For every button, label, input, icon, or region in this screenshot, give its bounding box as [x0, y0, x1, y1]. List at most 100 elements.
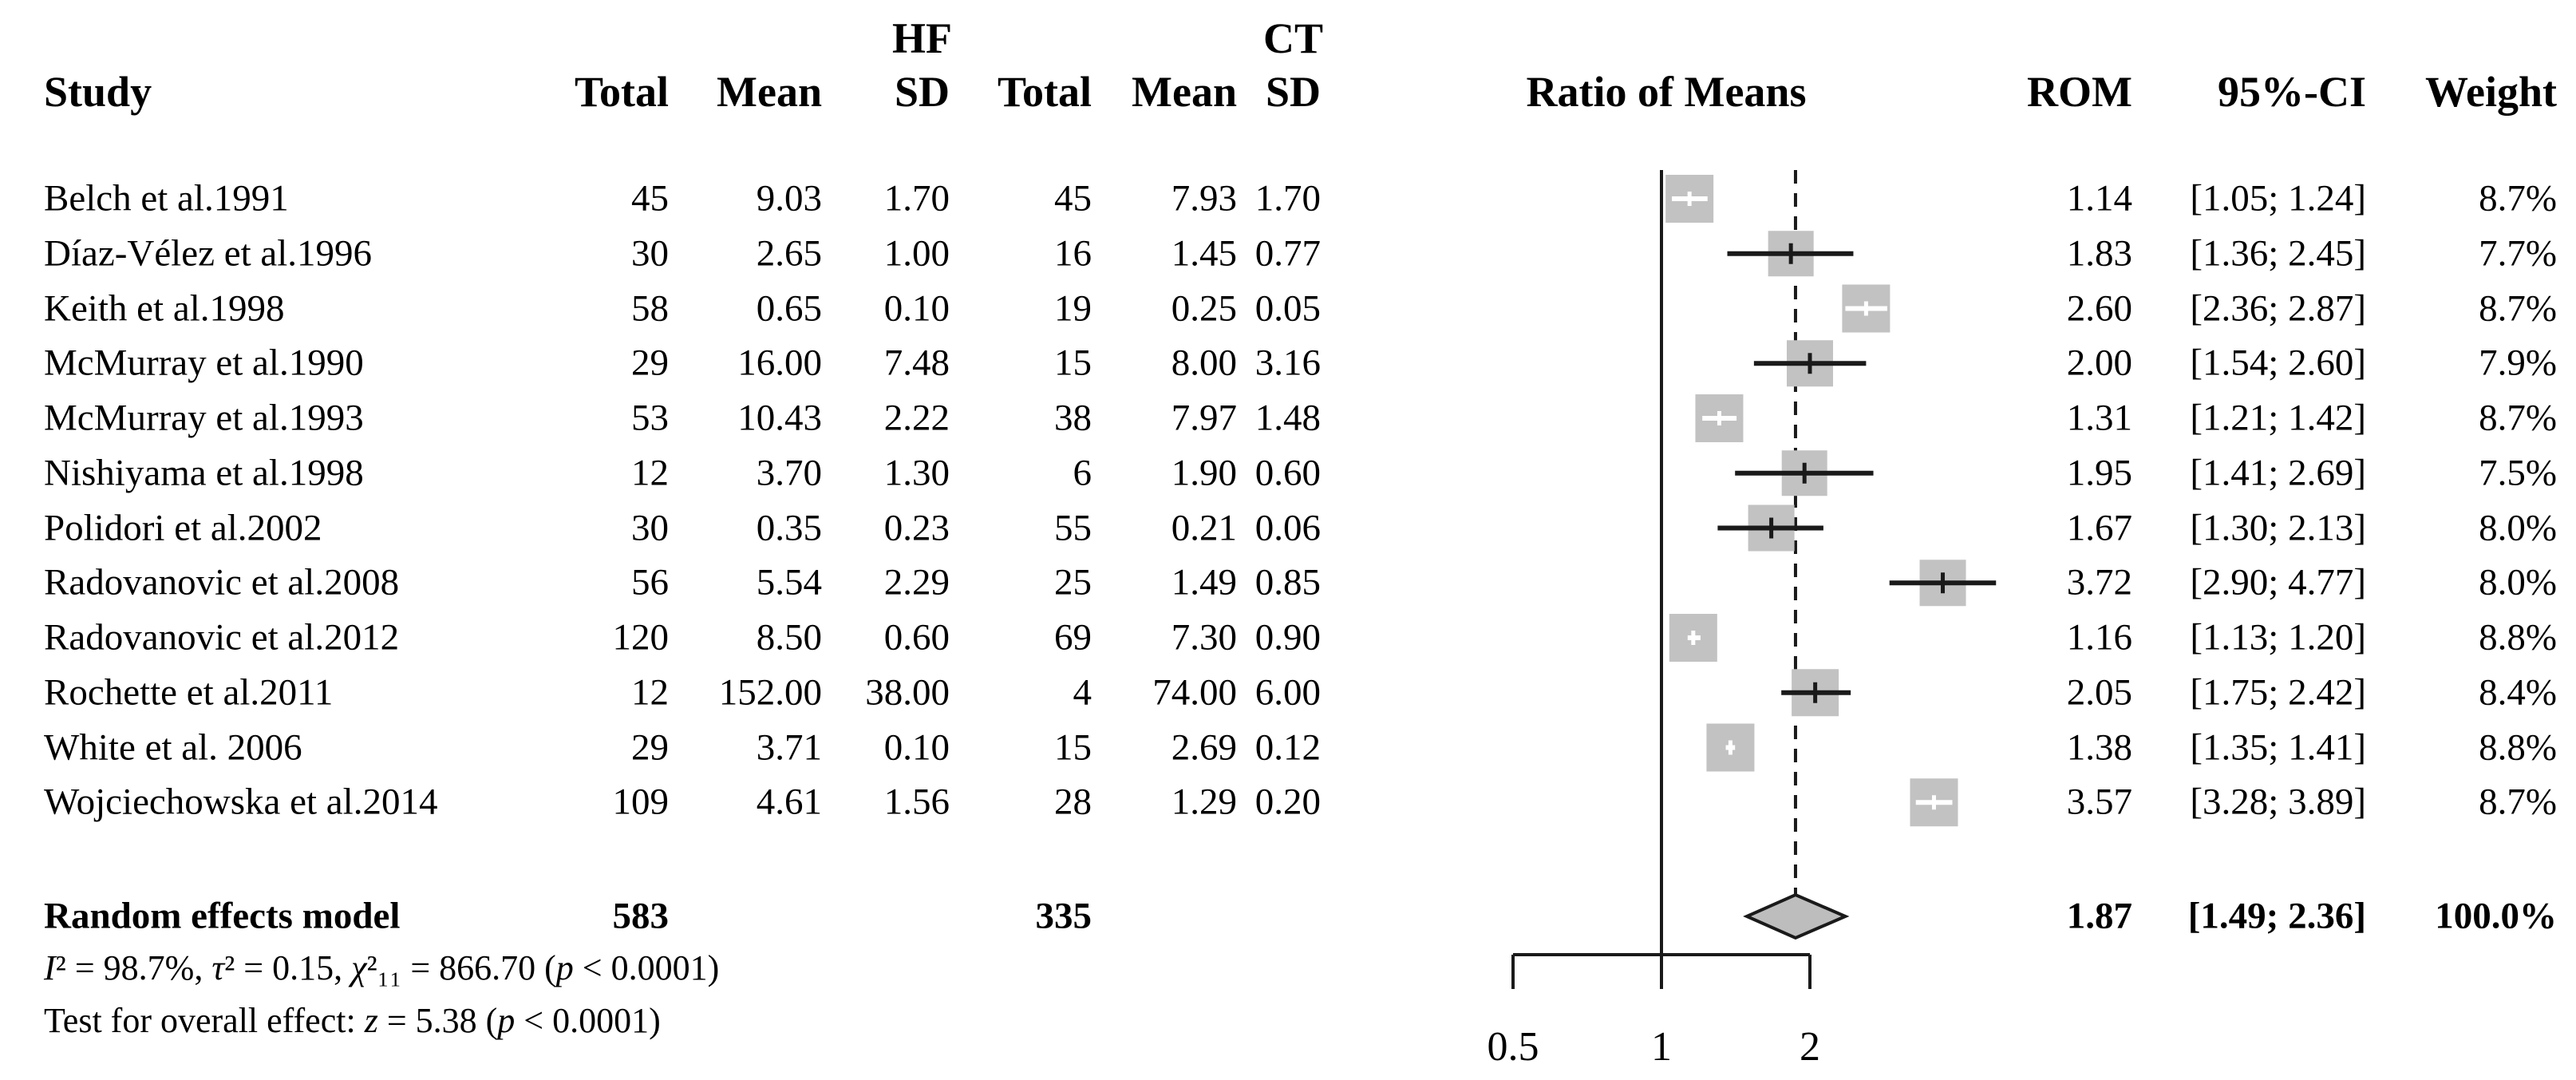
x-axis-tick-label: 0.5: [1487, 1024, 1539, 1070]
stats-text: = 5.38 (: [377, 1001, 498, 1040]
table-cell: 1.90: [1171, 452, 1237, 494]
ci-value: [1.75; 2.42]: [2190, 671, 2366, 714]
table-cell: 1.49: [1171, 561, 1237, 603]
weight-value: 7.7%: [2479, 232, 2557, 275]
study-name: Belch et al.1991: [44, 177, 289, 220]
ci-value: [1.05; 1.24]: [2190, 177, 2366, 220]
study-name: White et al. 2006: [44, 726, 302, 768]
column-header-ct-mean: Mean: [1132, 68, 1237, 116]
ci-value: [1.54; 2.60]: [2190, 342, 2366, 384]
pooled-weight-value: 100.0%: [2435, 895, 2557, 937]
table-cell: 55: [1054, 507, 1092, 548]
column-header-study: Study: [44, 68, 152, 116]
table-cell: 16: [1054, 232, 1092, 275]
pooled-ci-value: [1.49; 2.36]: [2187, 895, 2366, 937]
stats-symbol: p: [497, 1001, 516, 1040]
table-cell: 0.60: [1254, 452, 1321, 494]
column-header-ci: 95%-CI: [2218, 68, 2366, 116]
table-cell: 3.16: [1254, 342, 1321, 384]
table-cell: 38.00: [865, 671, 950, 714]
table-cell: 7.97: [1171, 397, 1237, 439]
table-cell: 1.48: [1254, 397, 1321, 439]
x-axis-tick-label: 1: [1651, 1024, 1672, 1070]
table-cell: 2.29: [883, 561, 950, 603]
study-name: Keith et al.1998: [44, 287, 285, 329]
table-cell: 0.12: [1254, 726, 1321, 768]
table-cell: 5.54: [756, 561, 822, 603]
table-cell: 19: [1054, 287, 1092, 329]
stats-text: < 0.0001): [573, 948, 720, 987]
table-cell: 8.00: [1171, 342, 1237, 384]
study-name: Radovanovic et al.2008: [44, 561, 400, 603]
table-cell: 53: [631, 397, 669, 439]
column-header-weight: Weight: [2424, 68, 2557, 116]
x-axis-tick-label: 2: [1800, 1024, 1820, 1070]
ci-value: [1.30; 2.13]: [2190, 507, 2366, 548]
weight-value: 8.7%: [2479, 177, 2557, 220]
rom-value: 3.57: [2066, 781, 2132, 823]
table-cell: 15: [1054, 726, 1092, 768]
study-name: Díaz-Vélez et al.1996: [44, 232, 373, 275]
table-cell: 109: [612, 781, 670, 823]
table-cell: 0.21: [1171, 507, 1237, 548]
table-cell: 1.70: [883, 177, 950, 220]
heterogeneity-stats: I² = 98.7%, τ² = 0.15, χ²₁₁ = 866.70 (p …: [44, 951, 719, 986]
pooled-rom-value: 1.87: [2066, 895, 2132, 937]
table-cell: 6.00: [1254, 671, 1321, 714]
study-name: Rochette et al.2011: [44, 671, 334, 714]
table-cell: 45: [631, 177, 669, 220]
rom-value: 1.95: [2066, 452, 2132, 494]
table-cell: 152.00: [718, 671, 822, 714]
weight-value: 7.9%: [2479, 342, 2557, 384]
table-cell: 0.20: [1254, 781, 1321, 823]
rom-value: 1.83: [2066, 232, 2132, 275]
pooled-diamond: [1743, 892, 1850, 940]
weight-value: 8.4%: [2479, 671, 2557, 714]
study-name: Radovanovic et al.2012: [44, 616, 400, 659]
table-cell: 29: [631, 342, 669, 384]
weight-value: 8.0%: [2479, 507, 2557, 548]
column-header-effect: Ratio of Means: [1526, 68, 1807, 116]
stats-symbol: z: [364, 1001, 378, 1040]
table-cell: 120: [612, 616, 670, 659]
table-cell: 9.03: [756, 177, 822, 220]
study-name: Polidori et al.2002: [44, 507, 322, 548]
table-cell: 4.61: [756, 781, 822, 823]
rom-value: 1.31: [2066, 397, 2132, 439]
rom-value: 1.16: [2066, 616, 2132, 659]
table-cell: 15: [1054, 342, 1092, 384]
column-header-rom: ROM: [2027, 68, 2132, 116]
table-cell: 1.56: [883, 781, 950, 823]
table-cell: 12: [631, 671, 669, 714]
rom-value: 2.05: [2066, 671, 2132, 714]
column-header-ct-total: Total: [997, 68, 1092, 116]
table-cell: 7.93: [1171, 177, 1237, 220]
ci-value: [1.21; 1.42]: [2190, 397, 2366, 439]
table-cell: 0.85: [1254, 561, 1321, 603]
rom-value: 1.38: [2066, 726, 2132, 768]
ci-value: [3.28; 3.89]: [2190, 781, 2366, 823]
study-name: Wojciechowska et al.2014: [44, 781, 438, 823]
table-cell: 0.10: [883, 287, 950, 329]
table-cell: 0.23: [883, 507, 950, 548]
table-cell: 2.22: [883, 397, 950, 439]
table-cell: 12: [631, 452, 669, 494]
column-header-hf-total: Total: [574, 68, 669, 116]
table-cell: 1.30: [883, 452, 950, 494]
table-cell: 58: [631, 287, 669, 329]
ci-value: [2.90; 4.77]: [2190, 561, 2366, 603]
stats-text: ² = 98.7%,: [55, 948, 212, 987]
weight-value: 8.7%: [2479, 397, 2557, 439]
table-cell: 6: [1073, 452, 1092, 494]
column-header-hf-sd: SD: [894, 68, 950, 116]
study-name: Nishiyama et al.1998: [44, 452, 364, 494]
table-cell: 0.35: [756, 507, 822, 548]
stats-text: < 0.0001): [515, 1001, 661, 1040]
column-header-ct-sd: SD: [1265, 68, 1321, 116]
table-cell: 30: [631, 507, 669, 548]
table-cell: 16.00: [737, 342, 822, 384]
table-cell: 28: [1054, 781, 1092, 823]
ci-value: [1.41; 2.69]: [2190, 452, 2366, 494]
